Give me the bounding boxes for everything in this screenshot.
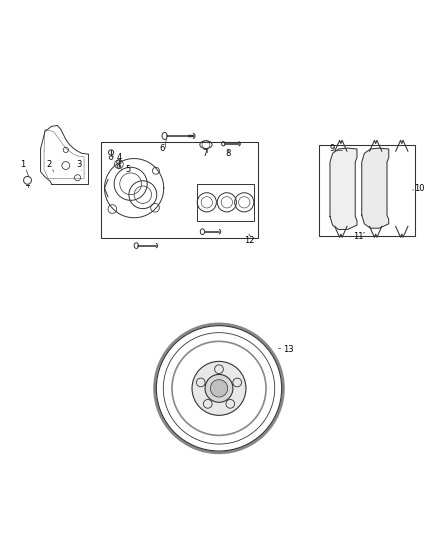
- Text: 9: 9: [329, 144, 335, 154]
- Text: 3: 3: [76, 160, 81, 169]
- Text: 6: 6: [160, 144, 165, 154]
- Text: 12: 12: [244, 236, 255, 245]
- Bar: [102, 142, 258, 238]
- Circle shape: [205, 375, 233, 402]
- Bar: [319, 144, 415, 236]
- Text: 5: 5: [126, 165, 131, 174]
- Text: 2: 2: [46, 160, 52, 169]
- Text: 8: 8: [225, 149, 230, 158]
- Polygon shape: [362, 148, 389, 228]
- Polygon shape: [330, 148, 357, 230]
- Bar: [197, 184, 254, 221]
- Text: 13: 13: [283, 345, 294, 354]
- Text: 1: 1: [20, 160, 25, 169]
- Circle shape: [210, 379, 228, 397]
- Text: 11: 11: [353, 231, 364, 240]
- Circle shape: [192, 361, 246, 415]
- Text: 7: 7: [202, 149, 208, 158]
- Text: 4: 4: [116, 153, 121, 162]
- Text: 10: 10: [414, 184, 424, 192]
